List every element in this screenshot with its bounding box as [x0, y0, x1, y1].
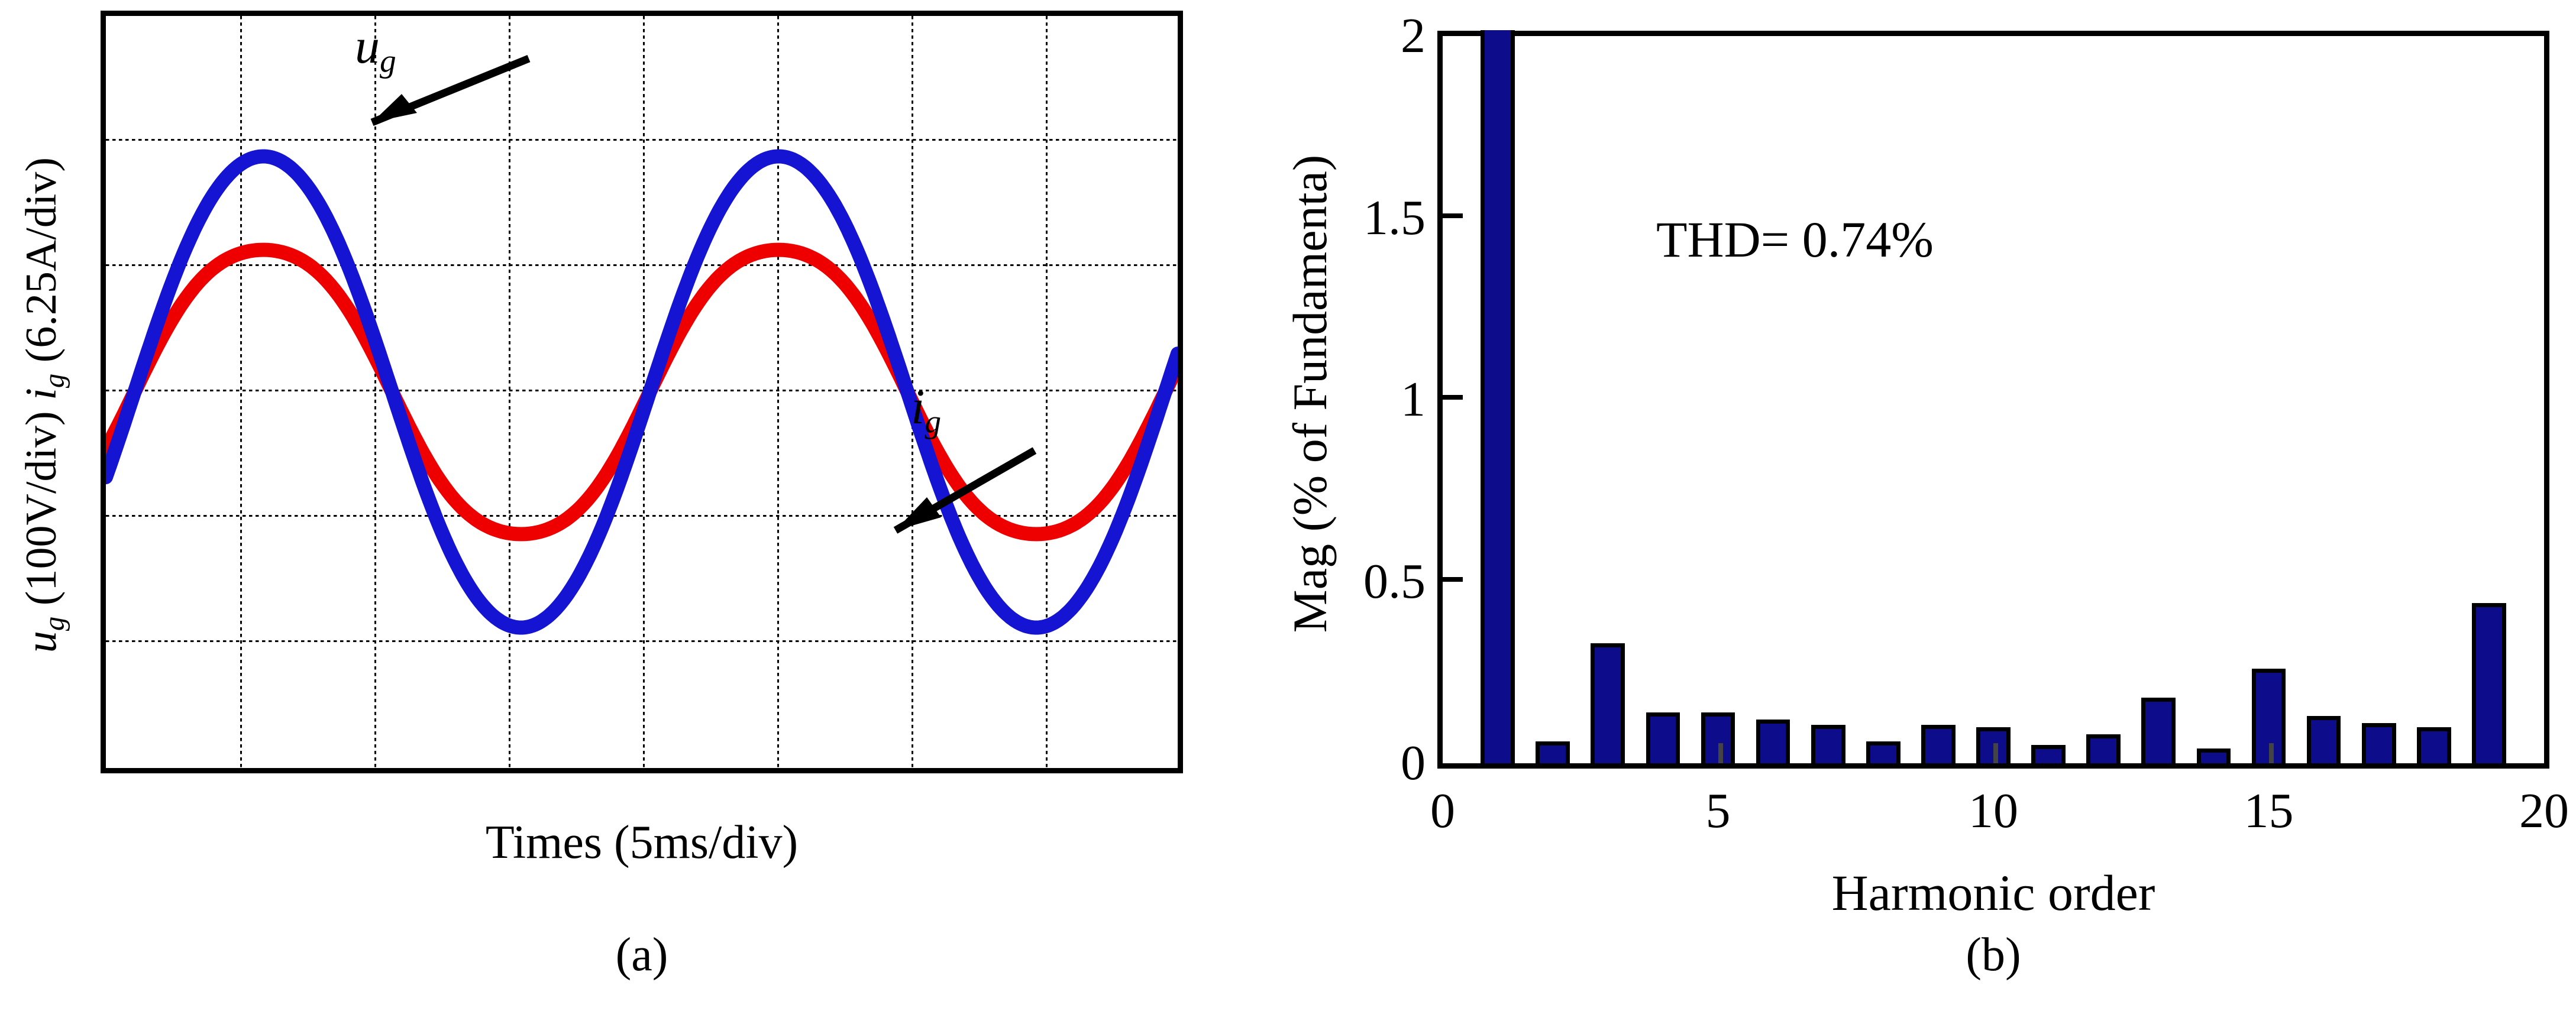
harmonic-bar — [1811, 725, 1845, 763]
harmonic-bar — [1536, 741, 1570, 763]
panel-a-y-axis-label: ug (100V/div) ig (6.25A/div) — [15, 9, 70, 801]
harmonic-bar — [1481, 30, 1515, 763]
panel-a-x-axis-label: Times (5ms/div) — [485, 816, 799, 869]
voltage-waveform-trace — [106, 149, 1178, 635]
harmonic-bar — [1701, 712, 1735, 763]
label-ig-annotation: ig — [911, 378, 941, 440]
waveform-svg — [106, 149, 1178, 635]
harmonic-bar — [1866, 741, 1901, 763]
y-axis-tick — [1443, 395, 1463, 400]
y-label-voltage-units: (100V/div) — [17, 400, 66, 617]
y-axis-tick-label: 2 — [1401, 8, 1426, 63]
y-axis-tick — [1443, 576, 1463, 582]
grid-line-horizontal — [106, 264, 1178, 266]
panel-b-caption: (b) — [1966, 929, 2021, 981]
harmonic-bar — [1591, 643, 1625, 763]
x-axis-tick — [2268, 743, 2274, 763]
x-axis-tick — [1718, 743, 1723, 763]
grid-line-vertical — [1046, 16, 1048, 768]
panel-b-x-axis-label: Harmonic order — [1831, 864, 2155, 921]
thd-annotation: THD= 0.74% — [1656, 211, 1934, 268]
ig-subscript: g — [925, 403, 942, 440]
y-label-ug-subscript: g — [37, 616, 70, 631]
y-axis-tick — [1443, 213, 1463, 218]
harmonic-bar — [2361, 723, 2396, 763]
y-axis-tick-label: 0.5 — [1363, 553, 1426, 609]
harmonic-bar — [2031, 745, 2066, 763]
grid-line-horizontal — [106, 390, 1178, 391]
panel-a-waveforms: ug (100V/div) ig (6.25A/div) — [0, 0, 1242, 1011]
harmonic-bar — [2251, 669, 2286, 763]
y-label-current-units: (6.25A/div) — [17, 157, 66, 374]
annotation-arrow-ug — [370, 54, 531, 127]
harmonic-bar — [2416, 727, 2451, 763]
y-axis-tick-label: 1.5 — [1363, 190, 1426, 245]
y-axis-tick-label: 0 — [1401, 735, 1426, 790]
grid-line-vertical — [777, 16, 779, 768]
x-axis-tick-label: 15 — [2244, 783, 2294, 838]
oscilloscope-plot-area — [101, 11, 1183, 773]
grid-line-horizontal — [106, 139, 1178, 141]
y-label-ig-subscript: g — [37, 373, 70, 388]
y-label-ig-symbol: i — [17, 388, 66, 400]
harmonic-bar — [2472, 603, 2506, 763]
harmonic-bar — [2086, 734, 2121, 763]
label-ug-annotation: ug — [355, 18, 396, 80]
harmonic-bar — [1921, 725, 1956, 763]
grid-line-vertical — [374, 16, 376, 768]
grid-line-vertical — [240, 16, 242, 768]
ig-symbol: i — [911, 380, 925, 435]
x-axis-tick-label: 20 — [2519, 783, 2569, 838]
y-axis-tick-label: 1 — [1401, 372, 1426, 427]
bar-chart-plot-area — [1437, 30, 2549, 769]
x-axis-tick-label: 0 — [1430, 783, 1455, 838]
harmonic-bar — [1756, 720, 1790, 763]
panel-b-harmonic-spectrum: Mag (% of Fundamenta) 0 0.5 1 1.5 2 0 5 10 15 20… — [1242, 0, 2576, 1011]
ug-symbol: u — [355, 19, 380, 74]
harmonic-bar — [2306, 716, 2341, 763]
grid-line-horizontal — [106, 640, 1178, 642]
harmonic-bar — [1976, 727, 2011, 763]
y-label-ug-symbol: u — [17, 631, 66, 653]
bars-layer — [1443, 30, 2544, 763]
x-axis-tick-label: 10 — [1969, 783, 2018, 838]
harmonic-bar — [2196, 748, 2231, 763]
grid-line-horizontal — [106, 515, 1178, 517]
ug-subscript: g — [380, 43, 396, 79]
harmonic-bar — [1646, 712, 1680, 763]
grid-line-vertical — [509, 16, 510, 768]
harmonic-bar — [2141, 698, 2176, 763]
annotation-arrow-ig — [893, 447, 1037, 534]
x-axis-tick — [1993, 743, 1998, 763]
x-axis-tick-label: 5 — [1705, 783, 1731, 838]
panel-a-caption: (a) — [615, 929, 668, 981]
